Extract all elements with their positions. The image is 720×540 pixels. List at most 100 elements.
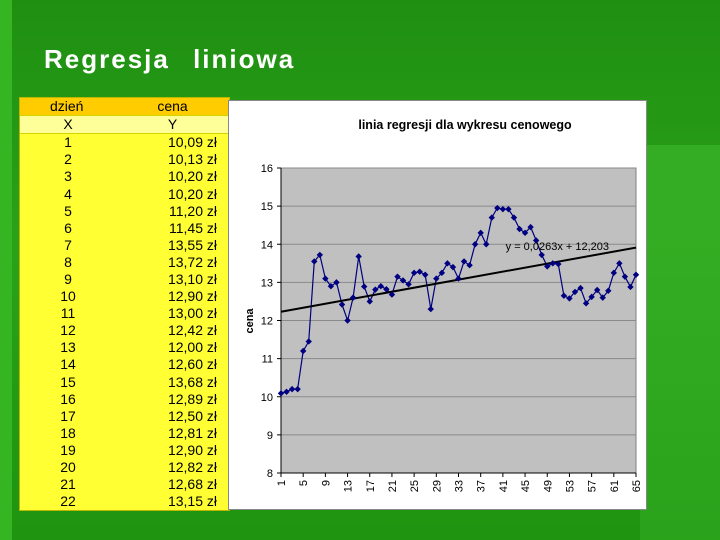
data-point <box>616 260 623 267</box>
x-tick-label: 33 <box>454 480 466 492</box>
data-point <box>471 241 479 248</box>
data-point <box>305 338 312 345</box>
data-point <box>605 287 612 294</box>
x-tick-label: 13 <box>343 480 355 492</box>
data-point <box>599 294 606 301</box>
data-point <box>560 292 568 299</box>
data-point <box>349 294 357 301</box>
data-point <box>294 385 301 393</box>
price-cell: 12,90 zł <box>167 288 217 305</box>
day-cell: 14 <box>60 356 76 373</box>
data-point <box>405 281 412 288</box>
y-tick-label: 12 <box>261 316 273 328</box>
data-point <box>338 301 346 308</box>
day-cell: 10 <box>60 288 76 305</box>
table-row: 19 12,90 zł <box>20 442 229 459</box>
data-point <box>521 229 529 237</box>
data-point <box>410 269 418 277</box>
y-tick-label: 8 <box>267 468 273 480</box>
data-point <box>505 205 512 213</box>
table-row: 8 13,72 zł <box>20 254 229 271</box>
data-point <box>288 385 296 393</box>
x-tick-label: 9 <box>320 480 332 486</box>
table-row: 1 10,09 zł <box>20 134 229 152</box>
table-row: 6 11,45 zł <box>20 220 229 237</box>
data-point <box>582 300 590 307</box>
data-point <box>416 268 423 275</box>
price-cell: 10,09 zł <box>167 134 217 151</box>
day-cell: 5 <box>64 202 72 219</box>
data-point <box>571 288 579 296</box>
price-cell: 12,89 zł <box>167 390 217 407</box>
data-point <box>593 286 601 294</box>
x-tick-label: 17 <box>365 480 377 492</box>
data-point <box>388 291 396 298</box>
data-point <box>427 305 434 313</box>
data-point <box>510 214 518 221</box>
data-point <box>516 225 523 233</box>
price-cell: 13,72 zł <box>167 253 217 270</box>
data-point <box>361 283 368 290</box>
table-row: 10 12,90 zł <box>20 288 229 305</box>
table-row: 17 12,50 zł <box>20 408 229 425</box>
data-point <box>316 251 324 259</box>
day-cell: 17 <box>60 407 76 424</box>
table-row: 9 13,10 zł <box>20 271 229 288</box>
data-point <box>621 273 629 280</box>
day-cell: 20 <box>60 459 76 476</box>
data-point <box>499 205 507 213</box>
trendline-equation: y = 0,0263x + 12,203 <box>506 241 609 253</box>
y-axis-label: cena <box>244 308 256 334</box>
right-decorative-band <box>640 145 720 540</box>
data-table: dzień cena X Y 1 10,09 zł 2 10,13 zł 3 10,20 … <box>20 98 229 510</box>
price-cell: 12,82 zł <box>167 459 217 476</box>
subheader-x: X <box>20 115 116 135</box>
x-tick-label: 53 <box>564 480 576 492</box>
data-point <box>377 282 385 290</box>
data-point <box>588 293 595 301</box>
x-tick-label: 57 <box>587 480 599 492</box>
day-cell: 3 <box>64 168 72 185</box>
data-point <box>322 275 329 282</box>
table-row: 16 12,89 zł <box>20 391 229 408</box>
table-row: 12 12,42 zł <box>20 322 229 339</box>
data-point <box>277 390 285 397</box>
day-cell: 8 <box>64 253 72 270</box>
y-tick-label: 13 <box>261 277 273 289</box>
data-point <box>299 347 307 355</box>
subheader-y: Y <box>116 115 229 135</box>
day-cell: 7 <box>64 236 72 253</box>
x-tick-label: 5 <box>298 480 310 486</box>
y-tick-label: 10 <box>261 392 273 404</box>
header-day: dzień <box>20 98 116 116</box>
data-point <box>433 275 440 282</box>
price-cell: 10,13 zł <box>167 151 217 168</box>
price-cell: 12,90 zł <box>167 441 217 458</box>
data-point <box>455 275 462 282</box>
day-cell: 16 <box>60 390 76 407</box>
data-point <box>394 273 401 280</box>
data-point <box>483 241 490 248</box>
price-cell: 10,20 zł <box>167 185 217 202</box>
price-cell: 13,55 zł <box>167 236 217 253</box>
data-point <box>383 286 390 293</box>
price-cell: 12,81 zł <box>167 424 217 441</box>
data-point <box>610 269 618 277</box>
table-row: 22 13,15 zł <box>20 493 229 510</box>
table-row: 15 13,68 zł <box>20 374 229 391</box>
data-point <box>399 277 407 284</box>
day-cell: 13 <box>60 339 76 356</box>
data-point <box>527 223 534 231</box>
table-row: 18 12,81 zł <box>20 425 229 442</box>
day-cell: 6 <box>64 219 72 236</box>
data-point <box>422 271 429 278</box>
data-point <box>544 263 551 270</box>
day-cell: 19 <box>60 441 76 458</box>
price-cell: 13,15 zł <box>167 493 217 510</box>
data-point <box>438 269 446 277</box>
data-point <box>449 263 457 271</box>
y-tick-label: 9 <box>267 430 273 442</box>
price-cell: 12,42 zł <box>167 322 217 339</box>
price-cell: 12,00 zł <box>167 339 217 356</box>
data-point <box>538 251 545 259</box>
